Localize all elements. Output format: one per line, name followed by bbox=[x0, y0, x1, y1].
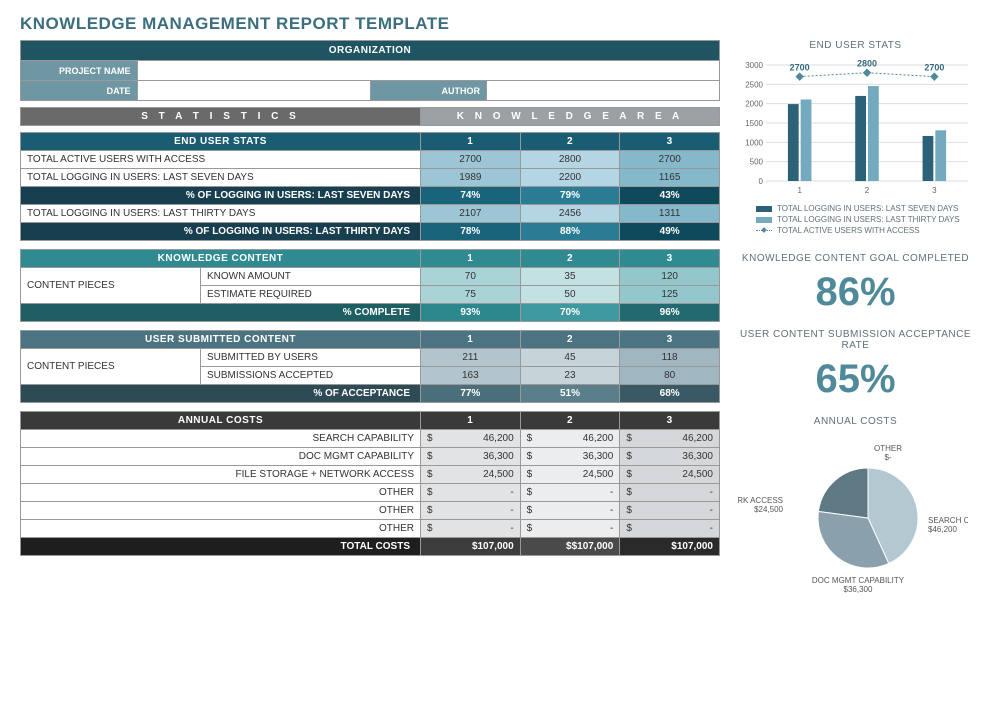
page-title: KNOWLEDGE MANAGEMENT REPORT TEMPLATE bbox=[20, 14, 973, 34]
cost-cell: $- bbox=[421, 484, 521, 502]
knowledge-section-title: KNOWLEDGE CONTENT bbox=[21, 250, 421, 268]
svg-text:OTHER$-: OTHER$- bbox=[874, 444, 902, 462]
date-input[interactable] bbox=[137, 81, 370, 101]
cost-cell: $46,200 bbox=[421, 430, 521, 448]
cost-cell: $46,200 bbox=[620, 430, 720, 448]
chart-legend: TOTAL LOGGING IN USERS: LAST SEVEN DAYS … bbox=[738, 204, 973, 235]
meta-table: ORGANIZATION PROJECT NAME DATE AUTHOR bbox=[20, 40, 720, 101]
stats-header: S T A T I S T I C S bbox=[21, 108, 421, 126]
svg-text:0: 0 bbox=[759, 177, 764, 186]
project-label: PROJECT NAME bbox=[21, 61, 138, 81]
cost-cell: $36,300 bbox=[421, 448, 521, 466]
cost-cell: $36,300 bbox=[620, 448, 720, 466]
cost-row-label: OTHER bbox=[21, 520, 421, 538]
submitted-table: USER SUBMITTED CONTENT 1 2 3 CONTENT PIE… bbox=[20, 330, 720, 403]
kgoal-value: 86% bbox=[738, 270, 973, 315]
cost-cell: $- bbox=[520, 520, 620, 538]
svg-text:500: 500 bbox=[750, 158, 764, 167]
knowledge-table: KNOWLEDGE CONTENT 1 2 3 CONTENT PIECES K… bbox=[20, 249, 720, 322]
cost-row-label: OTHER bbox=[21, 484, 421, 502]
cost-row-label: DOC MGMT CAPABILITY bbox=[21, 448, 421, 466]
svg-text:2700: 2700 bbox=[924, 63, 944, 73]
cost-row-label: SEARCH CAPABILITY bbox=[21, 430, 421, 448]
costs-table: ANNUAL COSTS 1 2 3 SEARCH CAPABILITY$46,… bbox=[20, 411, 720, 556]
cost-cell: $46,200 bbox=[520, 430, 620, 448]
pie-title: ANNUAL COSTS bbox=[738, 416, 973, 427]
cost-cell: $- bbox=[620, 484, 720, 502]
svg-text:2000: 2000 bbox=[745, 100, 763, 109]
svg-text:2: 2 bbox=[865, 186, 870, 195]
cost-row-label: FILE STORAGE + NETWORK ACCESS bbox=[21, 466, 421, 484]
svg-text:DOC MGMT CAPABILITY$36,300: DOC MGMT CAPABILITY$36,300 bbox=[812, 576, 905, 593]
knowledge-area-header: K N O W L E D G E A R E A bbox=[421, 108, 720, 126]
project-input[interactable] bbox=[137, 61, 720, 81]
svg-text:3: 3 bbox=[932, 186, 937, 195]
cost-cell: $- bbox=[620, 520, 720, 538]
cost-cell: $36,300 bbox=[520, 448, 620, 466]
end-user-section-title: END USER STATS bbox=[21, 133, 421, 151]
svg-text:2800: 2800 bbox=[857, 59, 877, 69]
submitted-section-title: USER SUBMITTED CONTENT bbox=[21, 331, 421, 349]
cost-cell: $- bbox=[520, 502, 620, 520]
cost-cell: $- bbox=[421, 520, 521, 538]
svg-text:1500: 1500 bbox=[745, 119, 763, 128]
org-header: ORGANIZATION bbox=[21, 41, 720, 61]
kgoal-title: KNOWLEDGE CONTENT GOAL COMPLETED bbox=[738, 253, 973, 264]
chart-title: END USER STATS bbox=[738, 40, 973, 51]
cost-cell: $24,500 bbox=[520, 466, 620, 484]
costs-section-title: ANNUAL COSTS bbox=[21, 412, 421, 430]
cost-row-label: OTHER bbox=[21, 502, 421, 520]
annual-costs-pie: SEARCH CAPABILITY$46,200 DOC MGMT CAPABIL… bbox=[738, 433, 968, 593]
end-user-chart: 0 500 1000 1500 2000 2500 3000 1 2700 2 2800 3 2700 bbox=[738, 57, 968, 197]
end-user-table: END USER STATS 1 2 3 TOTAL ACTIVE USERS … bbox=[20, 132, 720, 241]
cost-cell: $- bbox=[520, 484, 620, 502]
svg-text:3000: 3000 bbox=[745, 61, 763, 70]
author-label: AUTHOR bbox=[370, 81, 487, 101]
cost-cell: $24,500 bbox=[421, 466, 521, 484]
author-input[interactable] bbox=[487, 81, 720, 101]
accept-value: 65% bbox=[738, 357, 973, 402]
svg-text:2500: 2500 bbox=[745, 80, 763, 89]
svg-text:SEARCH CAPABILITY$46,200: SEARCH CAPABILITY$46,200 bbox=[928, 516, 968, 534]
svg-text:FILE STORAGE + NETWORK ACCESS$: FILE STORAGE + NETWORK ACCESS$24,500 bbox=[738, 496, 784, 514]
accept-title: USER CONTENT SUBMISSION ACCEPTANCE RATE bbox=[738, 329, 973, 351]
cost-cell: $- bbox=[421, 502, 521, 520]
date-label: DATE bbox=[21, 81, 138, 101]
svg-text:1: 1 bbox=[797, 186, 802, 195]
svg-text:1000: 1000 bbox=[745, 138, 763, 147]
cost-cell: $- bbox=[620, 502, 720, 520]
cost-cell: $24,500 bbox=[620, 466, 720, 484]
svg-text:2700: 2700 bbox=[790, 63, 810, 73]
